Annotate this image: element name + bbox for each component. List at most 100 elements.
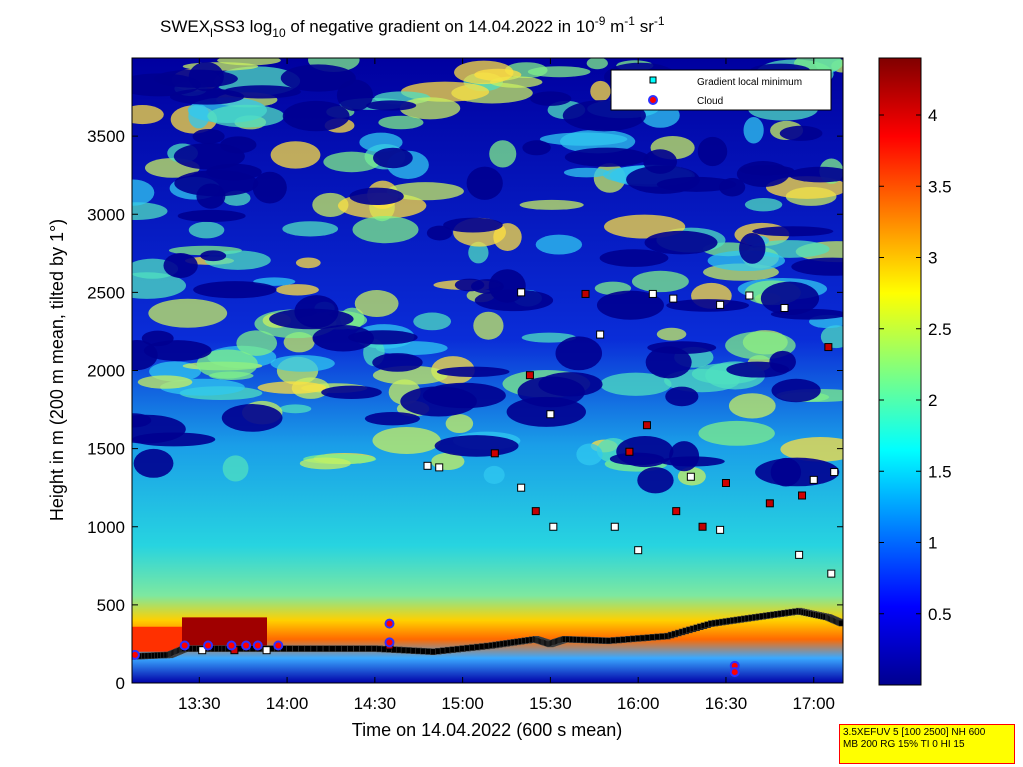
gradient-minimum-marker — [686, 472, 695, 481]
title-part: sr — [635, 17, 654, 36]
heatmap-patch — [275, 284, 319, 296]
info-line: 3.5XEFUV 5 [100 2500] NH 600 — [843, 727, 986, 738]
heatmap-patch — [609, 452, 664, 466]
heatmap-patch — [697, 136, 728, 167]
heatmap-patch — [719, 178, 746, 197]
heatmap-patch — [445, 414, 474, 434]
legend-square-marker — [649, 76, 657, 84]
cloud-marker — [384, 637, 395, 648]
heatmap-patch — [529, 91, 572, 106]
gradient-minimum-marker — [830, 468, 839, 477]
colorbar-tick-label: 4 — [928, 106, 937, 125]
heatmap-patch — [132, 272, 186, 299]
track-marker — [304, 645, 312, 652]
heatmap-patch — [220, 136, 257, 154]
x-tick-label: 14:30 — [354, 694, 397, 713]
x-tick-label: 16:00 — [617, 694, 660, 713]
gradient-minimum-marker — [672, 507, 681, 516]
heatmap-patch — [177, 209, 246, 223]
x-tick-label: 15:00 — [441, 694, 484, 713]
gradient-minimum-marker — [517, 483, 526, 492]
legend-label-cloud: Cloud — [697, 96, 723, 107]
heatmap-patch — [336, 79, 374, 112]
colorbar-tick-label: 2 — [928, 391, 937, 410]
heatmap-patch — [400, 386, 477, 417]
heatmap-patch — [399, 97, 461, 120]
heatmap-patch — [312, 192, 349, 217]
heatmap-patch — [669, 441, 700, 472]
heatmap-patch — [221, 404, 283, 432]
heatmap-patch — [359, 132, 403, 152]
heatmap-patch — [188, 221, 225, 239]
gradient-minimum-marker — [669, 294, 678, 303]
heatmap-patch — [744, 198, 783, 212]
heatmap-patch — [252, 171, 287, 204]
y-axis: 0 500 1000 1500 2000 2500 3000 3500 — [87, 127, 843, 693]
gradient-minimum-marker — [721, 479, 730, 487]
heatmap-patch — [294, 295, 339, 329]
heatmap-patch — [522, 140, 551, 156]
track-marker — [359, 645, 366, 652]
heatmap-patch — [647, 341, 717, 354]
heatmap-patch — [222, 455, 249, 482]
colorbar-ticks: 0.5 1 1.5 2 2.5 3 3.5 4 — [879, 106, 952, 624]
heatmap-patch — [521, 332, 577, 343]
gradient-minimum-marker — [698, 522, 707, 531]
heatmap-patch — [133, 448, 174, 478]
heatmap-patch — [470, 279, 504, 294]
colorbar-tick-label: 2.5 — [928, 320, 952, 339]
heatmap-patch — [192, 129, 225, 144]
heatmap-patch — [372, 426, 441, 455]
colorbar-tick-label: 0.5 — [928, 605, 952, 624]
gradient-minimum-marker — [745, 291, 754, 300]
heatmap-patch — [299, 457, 351, 470]
gradient-minimum-marker — [625, 447, 634, 456]
heatmap-patch — [270, 141, 321, 169]
gradient-minimum-marker — [517, 288, 526, 297]
heatmap-patch — [631, 270, 689, 293]
heatmap-patch — [207, 104, 285, 128]
heatmap-patch — [599, 249, 669, 267]
heatmap-patch — [736, 160, 790, 187]
heatmap-patch — [413, 312, 452, 331]
cloud-marker — [252, 640, 263, 651]
track-marker — [838, 619, 843, 627]
gradient-minimum-marker — [648, 289, 657, 298]
heatmap-patch — [519, 199, 584, 210]
heatmap-patch — [257, 381, 327, 394]
track-marker — [335, 645, 342, 652]
x-tick-label: 14:00 — [266, 694, 309, 713]
gradient-minimum-marker — [423, 461, 432, 470]
heatmap-patch — [280, 64, 356, 92]
gradient-minimum-marker — [716, 300, 725, 309]
y-tick-label: 1500 — [87, 440, 125, 459]
y-tick-label: 2500 — [87, 283, 125, 302]
heatmap-patch — [153, 69, 238, 88]
heatmap-patch — [295, 257, 321, 269]
cloud-marker — [132, 649, 140, 660]
title-sup: -9 — [595, 14, 606, 28]
title-part: SWEX — [160, 17, 210, 36]
heatmap-patch — [132, 202, 168, 220]
heatmap-patch — [644, 230, 718, 255]
gradient-minimum-marker — [827, 569, 836, 578]
gradient-minimum-marker — [546, 410, 555, 419]
heatmap-patch — [488, 269, 526, 303]
heatmap-patch — [270, 355, 335, 372]
legend: Gradient local minimum Cloud — [610, 69, 832, 111]
heatmap-patch — [323, 151, 380, 173]
track-marker — [292, 645, 299, 652]
heatmap-patch — [535, 234, 583, 255]
heatmap-patch — [637, 467, 674, 494]
heatmap-patch — [739, 233, 766, 264]
info-line: MB 200 RG 15% TI 0 HI 15 — [843, 739, 965, 750]
heatmap-patch — [752, 226, 834, 237]
heatmap-patch — [666, 299, 750, 312]
title-sup: -1 — [654, 14, 665, 28]
gradient-minimum-marker — [610, 522, 619, 531]
cloud-marker — [729, 667, 740, 678]
cloud-marker — [203, 640, 214, 651]
heatmap-strong-layer — [182, 617, 267, 649]
heatmap-patch — [386, 182, 464, 201]
